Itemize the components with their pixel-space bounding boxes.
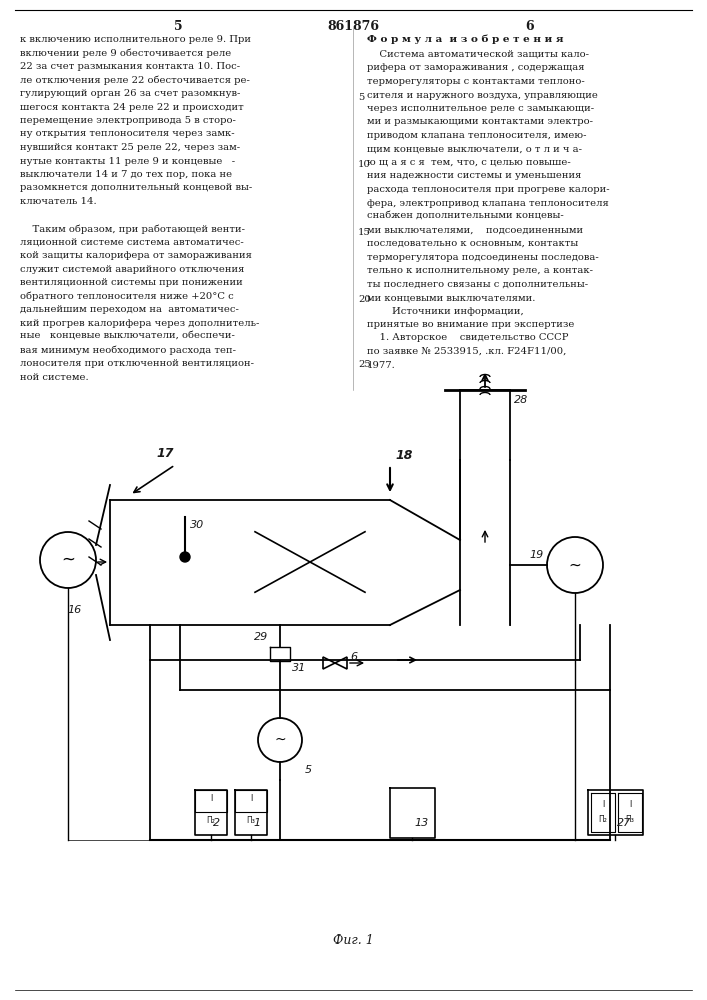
Text: шегося контакта 24 реле 22 и происходит: шегося контакта 24 реле 22 и происходит [20,103,244,111]
Text: ния надежности системы и уменьшения: ния надежности системы и уменьшения [367,172,581,180]
Text: вая минимум необходимого расхода теп-: вая минимум необходимого расхода теп- [20,346,236,355]
Text: дальнейшим переходом на  автоматичес-: дальнейшим переходом на автоматичес- [20,305,239,314]
Text: приводом клапана теплоносителя, имею-: приводом клапана теплоносителя, имею- [367,131,587,140]
Text: Система автоматической защиты кало-: Система автоматической защиты кало- [367,50,589,59]
Text: 19: 19 [529,550,543,560]
Text: разомкнется дополнительный концевой вы-: разомкнется дополнительный концевой вы- [20,184,252,192]
Text: кой защиты калорифера от замораживания: кой защиты калорифера от замораживания [20,251,252,260]
Text: нувшийся контакт 25 реле 22, через зам-: нувшийся контакт 25 реле 22, через зам- [20,143,240,152]
Text: ключатель 14.: ключатель 14. [20,197,97,206]
Text: ми выключателями,    подсоединенными: ми выключателями, подсоединенными [367,226,583,234]
Text: 6: 6 [350,652,357,662]
Text: через исполнительное реле с замыкающи-: через исполнительное реле с замыкающи- [367,104,594,113]
Text: 27: 27 [617,818,631,828]
Text: 1977.: 1977. [367,360,396,369]
Text: Фиг. 1: Фиг. 1 [332,934,373,946]
Text: 25: 25 [358,360,370,369]
Text: 1. Авторское    свидетельство СССР: 1. Авторское свидетельство СССР [367,334,568,342]
Text: 31: 31 [292,663,306,673]
Text: ~: ~ [274,733,286,747]
Text: рифера от замораживания , содержащая: рифера от замораживания , содержащая [367,64,585,73]
Text: ми концевыми выключателями.: ми концевыми выключателями. [367,293,535,302]
Text: ляционной системе система автоматичес-: ляционной системе система автоматичес- [20,237,244,246]
Text: Таким образом, при работающей венти-: Таким образом, при работающей венти- [20,224,245,233]
Text: 28: 28 [514,395,528,405]
Text: 861876: 861876 [327,20,379,33]
Text: нутые контакты 11 реле 9 и концевые   -: нутые контакты 11 реле 9 и концевые - [20,156,235,165]
Text: перемещение электропривода 5 в сторо-: перемещение электропривода 5 в сторо- [20,116,236,125]
Text: гулирующий орган 26 за счет разомкнув-: гулирующий орган 26 за счет разомкнув- [20,89,240,98]
Circle shape [180,552,190,562]
Text: l: l [250,794,252,803]
Text: вентиляционной системы при понижении: вентиляционной системы при понижении [20,278,243,287]
Text: 17: 17 [156,447,174,460]
Text: 10: 10 [358,160,371,169]
Text: включении реле 9 обесточивается реле: включении реле 9 обесточивается реле [20,48,231,58]
Text: по заявке № 2533915, .кл. F24F11/00,: по заявке № 2533915, .кл. F24F11/00, [367,347,566,356]
Text: 5: 5 [358,93,364,102]
Text: 18: 18 [395,449,412,462]
Text: к включению исполнительного реле 9. При: к включению исполнительного реле 9. При [20,35,251,44]
Text: П₃: П₃ [626,815,634,824]
Text: служит системой аварийного отключения: служит системой аварийного отключения [20,264,245,273]
Text: 13: 13 [414,818,428,828]
Text: ные   концевые выключатели, обеспечи-: ные концевые выключатели, обеспечи- [20,332,235,341]
Text: расхода теплоносителя при прогреве калори-: расхода теплоносителя при прогреве калор… [367,185,609,194]
Text: 16: 16 [68,605,82,615]
Text: ты последнего связаны с дополнительны-: ты последнего связаны с дополнительны- [367,279,588,288]
Text: сителя и наружного воздуха, управляющие: сителя и наружного воздуха, управляющие [367,91,598,100]
Text: П₂: П₂ [599,815,607,824]
Text: 29: 29 [254,632,268,642]
Text: l: l [629,800,631,809]
Text: Ф о р м у л а  и з о б р е т е н и я: Ф о р м у л а и з о б р е т е н и я [367,35,563,44]
Text: кий прогрев калорифера через дополнитель-: кий прогрев калорифера через дополнитель… [20,318,259,328]
Text: ю щ а я с я  тем, что, с целью повыше-: ю щ а я с я тем, что, с целью повыше- [367,158,571,167]
Text: ну открытия теплоносителя через замк-: ну открытия теплоносителя через замк- [20,129,235,138]
Text: ~: ~ [568,558,581,572]
Text: П₃: П₃ [247,816,255,825]
Text: П₂: П₂ [206,816,216,825]
Text: ~: ~ [61,551,75,569]
Text: фера, электропривод клапана теплоносителя: фера, электропривод клапана теплоносител… [367,198,609,208]
Text: принятые во внимание при экспертизе: принятые во внимание при экспертизе [367,320,574,329]
Text: 6: 6 [526,20,534,33]
Text: Источники информации,: Источники информации, [367,306,524,316]
Text: 15: 15 [358,228,371,237]
Text: 5: 5 [305,765,312,775]
Text: обратного теплоносителя ниже +20°С с: обратного теплоносителя ниже +20°С с [20,292,234,301]
Text: l: l [210,794,212,803]
Text: 1: 1 [253,818,260,828]
Text: последовательно к основным, контакты: последовательно к основным, контакты [367,239,578,248]
Text: ми и размыкающими контактами электро-: ми и размыкающими контактами электро- [367,117,593,126]
Text: лоносителя при отключенной вентиляцион-: лоносителя при отключенной вентиляцион- [20,359,254,368]
Text: 22 за счет размыкания контакта 10. Пос-: 22 за счет размыкания контакта 10. Пос- [20,62,240,71]
Text: щим концевые выключатели, о т л и ч а-: щим концевые выключатели, о т л и ч а- [367,144,582,153]
Text: 2: 2 [213,818,220,828]
Text: тельно к исполнительному реле, а контак-: тельно к исполнительному реле, а контак- [367,266,593,275]
Text: ле отключения реле 22 обесточивается ре-: ле отключения реле 22 обесточивается ре- [20,76,250,85]
Text: терморегулятора подсоединены последова-: терморегулятора подсоединены последова- [367,252,599,261]
Text: ной системе.: ной системе. [20,372,88,381]
Text: 5: 5 [174,20,182,33]
Text: терморегуляторы с контактами теплоно-: терморегуляторы с контактами теплоно- [367,77,585,86]
Text: 30: 30 [190,520,204,530]
Text: снабжен дополнительными концевы-: снабжен дополнительными концевы- [367,212,563,221]
Text: 20: 20 [358,295,370,304]
Text: l: l [602,800,604,809]
Text: выключатели 14 и 7 до тех пор, пока не: выключатели 14 и 7 до тех пор, пока не [20,170,232,179]
